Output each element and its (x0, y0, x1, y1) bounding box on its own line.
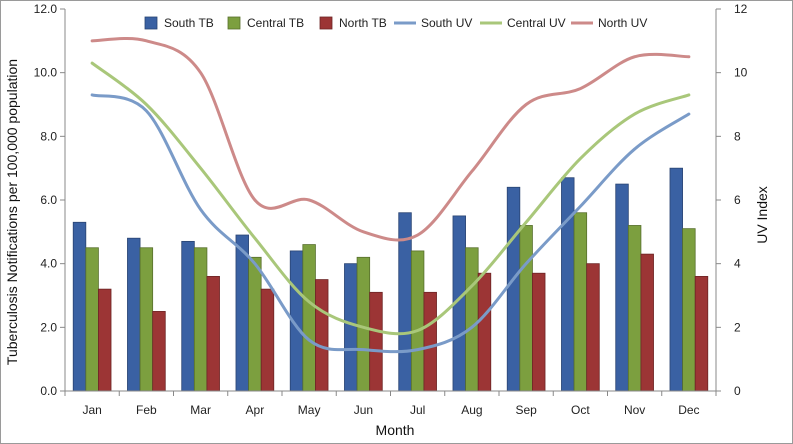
y2-axis-title: UV Index (754, 186, 770, 244)
y2-tick-label: 8 (734, 129, 741, 143)
legend: South TB Central TB North TB South UV Centra… (144, 16, 647, 30)
bar-central-tb-dec (682, 228, 696, 392)
y2-tick-label: 6 (734, 193, 741, 207)
x-tick-label: Dec (678, 403, 699, 417)
bar-central-tb-jul (410, 250, 425, 392)
x-tick-label: Jan (82, 403, 101, 417)
y-tick-label: 6.0 (40, 193, 57, 207)
bar-south-tb-apr (235, 234, 249, 392)
x-tick-label: Nov (624, 403, 645, 417)
line-series-group (90, 37, 691, 354)
bar-central-tb-aug (465, 247, 479, 392)
bar-central-tb-nov (627, 225, 642, 392)
bar-central-tb-apr (248, 256, 262, 392)
bar-north-tb-may (315, 279, 329, 392)
line-north-uv (90, 37, 691, 242)
legend-label-central-tb: Central TB (247, 16, 304, 30)
x-tick-label: Oct (571, 403, 590, 417)
y-axis-title: Tuberculosis Notifications per 100,000 p… (4, 59, 20, 365)
bar-north-tb-aug (477, 272, 492, 392)
bar-central-tb-sep (519, 225, 533, 392)
line-south-uv (90, 93, 691, 354)
y2-tick-label: 0 (734, 384, 741, 398)
bar-north-tb-nov (640, 253, 654, 392)
bar-north-tb-jun (369, 291, 383, 392)
bar-south-tb-sep (506, 186, 521, 392)
y2-tick-label: 10 (734, 66, 748, 80)
x-tick-label: Jul (410, 403, 425, 417)
bar-south-tb-mar (181, 240, 195, 392)
x-tick-label: May (298, 403, 321, 417)
bar-central-tb-oct (573, 212, 588, 392)
bar-north-tb-feb (152, 311, 166, 392)
legend-label-south-tb: South TB (164, 16, 214, 30)
y-tick-label: 12.0 (34, 2, 58, 16)
bar-central-tb-feb (139, 247, 154, 392)
legend-swatch-central-tb (227, 16, 241, 30)
y-tick-label: 10.0 (34, 66, 58, 80)
bar-series-group (72, 167, 709, 392)
x-tick-label: Mar (190, 403, 211, 417)
legend-label-north-tb: North TB (339, 16, 387, 30)
line-central-uv (90, 61, 691, 336)
x-tick-label: Apr (246, 403, 265, 417)
bar-south-tb-oct (561, 177, 575, 392)
legend-label-south-uv: South UV (421, 16, 472, 30)
legend-swatch-south-tb (144, 16, 158, 30)
bar-south-tb-jun (344, 263, 358, 392)
ticks-group: 0.0 2.0 4.0 6.0 8.0 10.0 12.0 0 2 4 6 8 10 12 Jan Feb Ma… (34, 2, 748, 417)
bar-north-tb-jan (98, 288, 112, 392)
y-tick-label: 8.0 (40, 129, 57, 143)
bar-north-tb-apr (260, 288, 275, 392)
legend-label-central-uv: Central UV (507, 16, 566, 30)
x-tick-label: Aug (461, 403, 482, 417)
bar-north-tb-dec (694, 275, 709, 392)
bar-north-tb-mar (206, 275, 220, 392)
x-axis-title: Month (376, 422, 415, 438)
y-tick-label: 2.0 (40, 320, 57, 334)
bar-south-tb-nov (615, 183, 629, 392)
y2-tick-label: 4 (734, 257, 741, 271)
x-tick-label: Feb (136, 403, 157, 417)
x-tick-label: Sep (515, 403, 537, 417)
y-tick-label: 0.0 (40, 384, 57, 398)
y2-tick-label: 2 (734, 320, 741, 334)
bar-central-tb-jan (85, 247, 99, 392)
bar-central-tb-jun (356, 256, 371, 392)
bar-central-tb-may (302, 244, 316, 392)
y-tick-label: 4.0 (40, 257, 57, 271)
legend-swatch-north-tb (319, 16, 333, 30)
x-tick-label: Jun (354, 403, 373, 417)
y2-tick-label: 12 (734, 2, 748, 16)
bar-south-tb-dec (669, 167, 683, 392)
bar-south-tb-feb (127, 237, 141, 392)
bar-north-tb-sep (532, 272, 546, 392)
bar-north-tb-jul (423, 291, 437, 392)
legend-label-north-uv: North UV (598, 16, 647, 30)
bar-north-tb-oct (586, 263, 600, 392)
bar-central-tb-mar (193, 247, 208, 392)
bar-south-tb-jan (72, 221, 87, 392)
